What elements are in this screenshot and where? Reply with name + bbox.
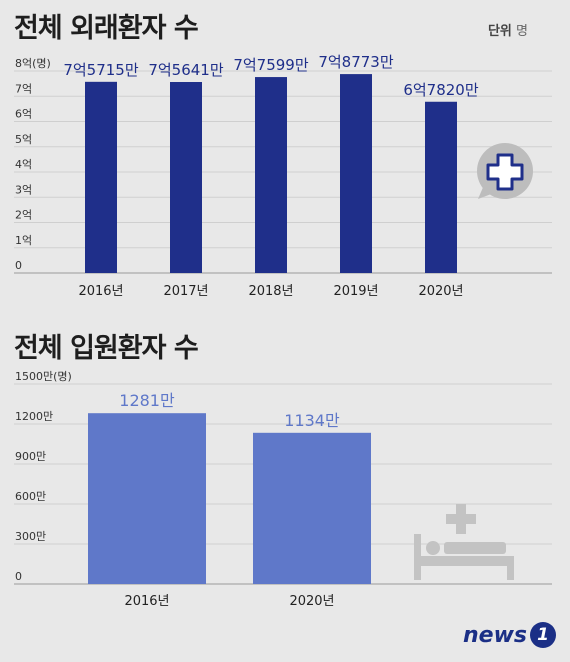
outpatient-bar-chart: 0 1억 2억 3억 4억 5억 6억 7억 8억(명) 7억5715만 2016년 7억5641만 2… [14,53,552,299]
bar [170,82,202,273]
y-tick-label: 300만 [15,530,46,543]
inpatient-bar-chart: 0 300만 600만 900만 1200만 1500만(명) 1281만 2016년 1134… [14,370,552,609]
inpatient-chart-title: 전체 입원환자 수 [14,333,199,364]
bar [255,77,287,273]
bar [340,74,372,273]
bar-value-label: 7억5641만 [148,61,224,79]
bar [85,81,117,273]
y-tick-label: 0 [15,570,22,583]
y-tick-label: 600만 [15,490,46,503]
x-tick-label: 2019년 [333,284,378,299]
y-tick-label: 8억(명) [15,57,51,70]
medical-cross-icon [477,143,533,199]
y-tick-label: 3억 [15,183,32,196]
logo-badge: 1 [530,622,556,648]
y-tick-label: 6억 [15,108,32,121]
logo-text: news [462,622,527,648]
y-tick-label: 2억 [15,209,32,222]
bar-value-label: 1281만 [119,391,175,410]
y-tick-label: 5억 [15,133,32,146]
x-tick-label: 2017년 [163,284,208,299]
y-tick-label: 1500만(명) [15,370,72,383]
y-tick-label: 0 [15,259,22,272]
bar-value-label: 7억5715만 [63,61,139,79]
hospital-bed-icon [414,504,514,580]
unit-note-unit: 명 [516,24,528,39]
bar [253,432,371,584]
y-tick-label: 900만 [15,450,46,463]
y-tick-label: 1200만 [15,410,53,423]
y-tick-label: 1억 [15,234,32,247]
bar-value-label: 7억8773만 [318,53,394,71]
outpatient-chart-title: 전체 외래환자 수 [14,13,199,44]
bar [88,413,206,584]
x-tick-label: 2020년 [289,594,334,609]
news1-logo: news 1 [463,622,556,648]
unit-note-label: 단위 [487,24,512,39]
x-tick-label: 2016년 [124,594,169,609]
bar-value-label: 6억7820만 [403,81,479,99]
bar-value-label: 7억7599만 [233,56,309,74]
y-tick-label: 4억 [15,158,32,171]
bar-value-label: 1134만 [284,411,340,430]
x-tick-label: 2020년 [418,284,463,299]
bar [425,101,457,273]
unit-note: 단위 명 [488,20,528,39]
x-tick-label: 2018년 [248,284,293,299]
y-tick-label: 7억 [15,82,32,95]
x-tick-label: 2016년 [78,284,123,299]
